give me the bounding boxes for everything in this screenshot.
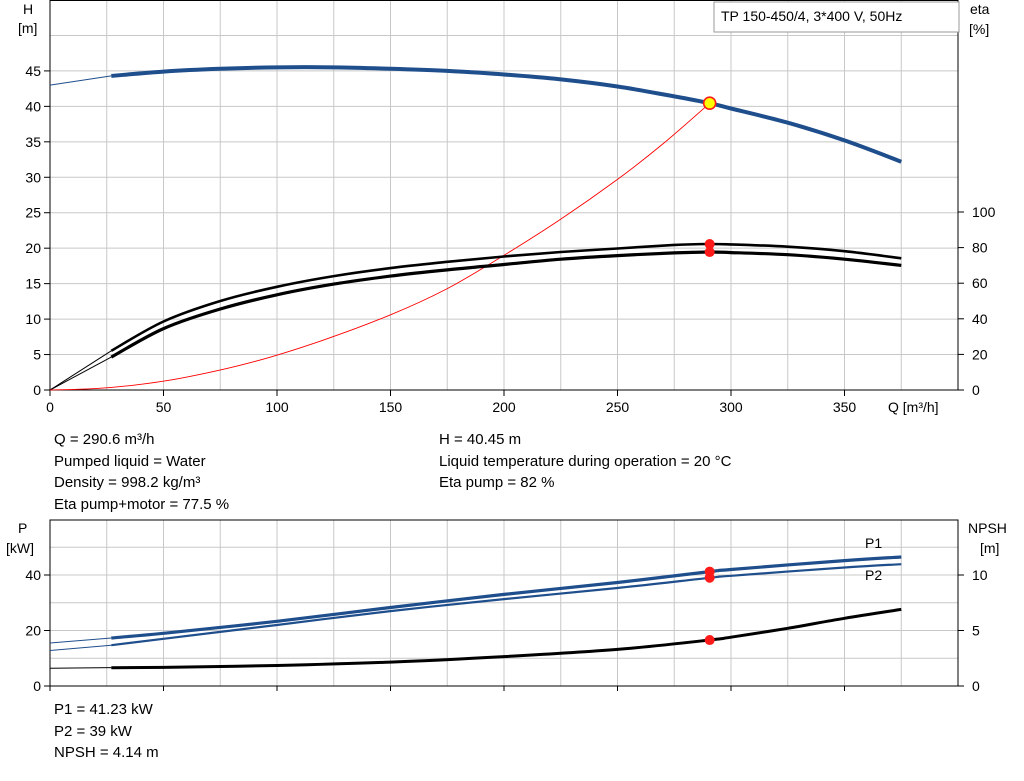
head-efficiency-chart: 0 50 100 150 200 250 300 350 Q [m³/h]05101520253…	[18, 0, 996, 415]
legend-box: TP 150-450/4, 3*400 V, 50Hz	[713, 1, 960, 33]
y-left-axis-label: H	[23, 1, 33, 17]
y-right-tick-label: 10	[972, 567, 988, 583]
y-left-tick-label: 20	[25, 240, 41, 256]
y-left-axis-unit: [m]	[18, 20, 37, 36]
npsh-operating-point	[704, 635, 715, 646]
y-right-axis-label: NPSH	[968, 520, 1007, 536]
y-left-tick-label: 40	[25, 567, 41, 583]
power-npsh-chart: 0 20 40 P [kW] 0 5 10 NPSH [m] P1 P2	[6, 519, 1007, 694]
y-right-tick-label: 0	[972, 382, 980, 398]
y-right-axis-unit: [%]	[969, 21, 989, 37]
head-curve	[111, 65, 903, 164]
x-axis-label: Q [m³/h]	[888, 399, 939, 415]
p2-operating-point	[704, 572, 715, 583]
legend-text: TP 150-450/4, 3*400 V, 50Hz	[721, 8, 902, 24]
x-tick-label: 100	[265, 399, 289, 415]
operating-info-right: H = 40.45 m Liquid temperature during op…	[439, 429, 731, 494]
y-left-tick-label: 25	[25, 205, 41, 221]
eta-total-operating-point	[704, 247, 715, 258]
x-tick-label: 0	[46, 399, 54, 415]
head-operating-point	[702, 96, 717, 110]
eta-total-value: Eta pump+motor = 77.5 %	[54, 495, 230, 513]
y-right-axis-label: eta	[970, 1, 990, 17]
eta-pump-value: Eta pump = 82 %	[439, 474, 555, 491]
eta-pump-extrapolation	[49, 350, 112, 391]
y-left-axis-label: P	[18, 520, 27, 536]
y-left-axis-unit: [kW]	[6, 540, 34, 556]
pumped-liquid-value: Pumped liquid = Water	[54, 452, 206, 470]
p2-extrapolation	[49, 644, 112, 651]
x-tick-label: 150	[379, 399, 403, 415]
system-curve	[49, 102, 710, 391]
eta-pump-curve	[110, 242, 902, 352]
eta-total-extrapolation	[49, 356, 112, 391]
npsh-value: NPSH = 4.14 m	[54, 744, 159, 761]
y-left-tick-label: 0	[33, 678, 41, 694]
y-left-tick-label: 35	[25, 134, 41, 150]
y-right-axis-unit: [m]	[980, 540, 999, 556]
y-right-tick-label: 40	[972, 311, 988, 327]
p1-value: P1 = 41.23 kW	[54, 701, 153, 718]
y-left-tick-label: 30	[25, 169, 41, 185]
y-right-tick-label: 5	[972, 623, 980, 639]
y-right-tick-label: 0	[972, 678, 980, 694]
npsh-extrapolation	[49, 667, 112, 669]
y-right-tick-label: 20	[972, 346, 988, 362]
y-left-tick-label: 10	[25, 311, 41, 327]
y-right-tick-label: 60	[972, 275, 988, 291]
p2-series-label: P2	[865, 567, 882, 583]
y-right-tick-label: 80	[972, 240, 988, 256]
y-left-tick-label: 40	[25, 98, 41, 114]
x-tick-label: 350	[833, 399, 857, 415]
x-tick-label: 250	[606, 399, 630, 415]
power-info: P1 = 41.23 kW P2 = 39 kW NPSH = 4.14 m	[54, 699, 159, 764]
p2-value: P2 = 39 kW	[54, 722, 132, 740]
y-left-tick-label: 20	[25, 623, 41, 639]
x-tick-label: 300	[719, 399, 743, 415]
y-left-tick-label: 5	[33, 347, 41, 363]
y-left-tick-label: 15	[25, 276, 41, 292]
x-tick-label: 50	[156, 399, 172, 415]
y-right-tick-label: 100	[972, 204, 996, 220]
p2-curve	[111, 563, 902, 647]
y-left-tick-label: 0	[33, 382, 41, 398]
p1-extrapolation	[49, 637, 112, 644]
flow-value: Q = 290.6 m³/h	[54, 431, 155, 448]
density-value: Density = 998.2 kg/m³	[54, 474, 201, 491]
head-curve-extrapolation	[49, 75, 112, 86]
x-tick-label: 200	[492, 399, 516, 415]
y-left-tick-label: 45	[25, 63, 41, 79]
p1-series-label: P1	[865, 535, 882, 551]
operating-info-left: Q = 290.6 m³/h Pumped liquid = Water Den…	[54, 429, 229, 515]
head-value: H = 40.45 m	[439, 431, 522, 448]
npsh-curve	[111, 607, 902, 670]
p1-curve	[111, 555, 902, 640]
eta-total-curve	[110, 250, 902, 359]
liquid-temperature-value: Liquid temperature during operation = 20…	[439, 452, 732, 470]
eta-pump-operating-point	[704, 239, 715, 250]
